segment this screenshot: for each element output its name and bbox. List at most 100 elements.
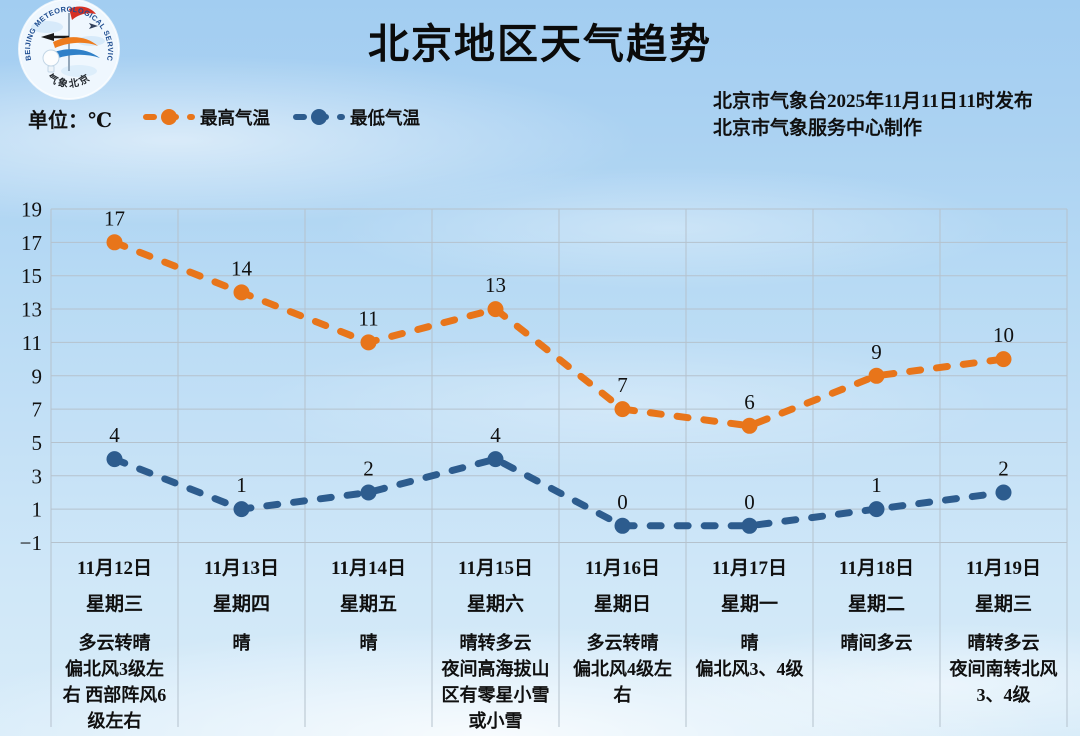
min-temp-data-point xyxy=(106,451,123,468)
y-axis-tick-label: 7 xyxy=(32,398,43,422)
weather-text-line: 晴转多云 xyxy=(967,633,1040,653)
weather-text-line: 3、4级 xyxy=(976,685,1031,705)
weather-text-line: 偏北风4级左 xyxy=(573,659,672,679)
weather-text-line: 级左右 xyxy=(87,711,142,731)
page-title: 北京地区天气趋势 xyxy=(368,21,712,67)
date-label: 11月19日 xyxy=(966,558,1041,579)
max-temp-value-label: 13 xyxy=(485,273,506,297)
weather-description: 多云转晴 偏北风3级左右 西部阵风6 级左右 xyxy=(51,630,178,734)
date-label: 11月16日 xyxy=(585,558,660,579)
day-column: 11月12日 星期三 多云转晴 偏北风3级左右 西部阵风6 级左右 xyxy=(51,550,178,734)
min-temp-data-point xyxy=(233,501,250,518)
weather-text-line: 晴 xyxy=(232,633,251,653)
day-column: 11月18日 星期二 晴间多云 xyxy=(813,550,940,656)
day-column: 11月14日 星期五晴 xyxy=(305,550,432,656)
weather-text-line: 区有零星小雪 xyxy=(441,685,550,705)
y-axis-tick-label: −1 xyxy=(20,531,42,555)
date-label: 11月13日 xyxy=(204,558,279,579)
max-temp-value-label: 6 xyxy=(744,390,755,414)
weekday-label: 星期一 xyxy=(720,594,778,615)
issue-info: 北京市气象台2025年11月11日11时发布 北京市气象服务中心制作 xyxy=(713,88,1033,142)
weather-description: 晴间多云 xyxy=(813,630,940,656)
min-temp-value-label: 1 xyxy=(871,473,882,497)
issue-line-2: 北京市气象服务中心制作 xyxy=(713,118,923,139)
unit-label: 单位：℃ xyxy=(28,110,112,132)
day-column: 11月19日 星期三晴转多云夜间南转北风 3、4级 xyxy=(940,550,1067,708)
date-label: 11月17日 xyxy=(712,558,787,579)
min-temp-data-point xyxy=(868,501,885,518)
max-temp-line-marker-icon xyxy=(143,109,195,125)
min-temp-data-point xyxy=(614,517,631,534)
y-axis-tick-label: 3 xyxy=(32,464,43,488)
max-temp-value-label: 17 xyxy=(104,206,125,230)
max-temp-data-point xyxy=(995,351,1012,368)
weather-text-line: 多云转晴 xyxy=(586,633,659,653)
max-temp-value-label: 11 xyxy=(358,306,378,330)
weather-description: 晴转多云夜间高海拔山 区有零星小雪 或小雪 xyxy=(432,630,559,734)
y-axis-tick-label: 11 xyxy=(22,331,42,355)
y-axis-tick-label: 1 xyxy=(32,498,43,522)
legend-item-max-temp: 最高气温 xyxy=(143,104,270,130)
weekday-label: 星期四 xyxy=(212,594,270,615)
weather-text-line: 晴 xyxy=(740,633,759,653)
max-temp-value-label: 14 xyxy=(231,256,253,280)
max-temp-data-point xyxy=(614,401,631,418)
weather-text-line: 夜间南转北风 xyxy=(949,659,1058,679)
y-axis-tick-label: 19 xyxy=(21,198,42,222)
weekday-label: 星期日 xyxy=(593,594,651,615)
min-temp-value-label: 2 xyxy=(363,457,374,481)
max-temp-data-point xyxy=(741,417,758,434)
plane-icon xyxy=(89,23,98,29)
min-temp-value-label: 0 xyxy=(617,490,628,514)
legend-item-min-temp: 最低气温 xyxy=(293,104,420,130)
weather-text-line: 或小雪 xyxy=(468,711,523,731)
day-forecast-table: 11月12日 星期三 多云转晴 偏北风3级左右 西部阵风6 级左右 11月13日 星期四晴 1… xyxy=(0,550,1080,736)
max-temp-data-point xyxy=(360,334,377,351)
min-temp-value-label: 0 xyxy=(744,490,755,514)
weather-description: 晴 xyxy=(178,630,305,656)
date-label: 11月12日 xyxy=(77,558,152,579)
date-label: 11月18日 xyxy=(839,558,914,579)
y-axis-tick-label: 17 xyxy=(21,231,42,255)
max-temp-data-point xyxy=(868,367,885,384)
y-axis-tick-label: 9 xyxy=(32,364,43,388)
weather-text-line: 多云转晴 xyxy=(78,633,151,653)
weather-description: 晴 xyxy=(305,630,432,656)
y-axis-tick-label: 5 xyxy=(32,431,43,455)
weather-description: 晴转多云夜间南转北风 3、4级 xyxy=(940,630,1067,708)
day-column: 11月17日 星期一晴偏北风3、4级 xyxy=(686,550,813,682)
max-temp-data-point xyxy=(233,284,250,301)
legend-label-min-temp: 最低气温 xyxy=(350,107,420,128)
weather-text-line: 右 xyxy=(613,685,632,705)
wind-vane-arrow-icon xyxy=(41,33,54,41)
weather-text-line: 偏北风3级左 xyxy=(65,659,164,679)
date-label: 11月14日 xyxy=(331,558,406,579)
max-temp-data-point xyxy=(487,301,504,318)
logo-cloud xyxy=(31,21,63,33)
weather-text-line: 夜间高海拔山 xyxy=(441,659,550,679)
day-column: 11月15日 星期六晴转多云夜间高海拔山 区有零星小雪 或小雪 xyxy=(432,550,559,734)
beijing-meteorological-service-logo: BEIJING METEOROLOGICAL SERVICE 气象北京 xyxy=(17,0,120,100)
date-label: 11月15日 xyxy=(458,558,533,579)
weekday-label: 星期六 xyxy=(466,594,524,615)
weather-text-line: 晴转多云 xyxy=(459,633,532,653)
weather-text-line: 晴 xyxy=(359,633,378,653)
min-temp-value-label: 4 xyxy=(490,423,501,447)
weekday-label: 星期五 xyxy=(339,594,397,615)
y-axis-tick-label: 13 xyxy=(21,298,42,322)
legend-label-max-temp: 最高气温 xyxy=(200,107,270,128)
min-temp-data-point xyxy=(360,484,377,501)
logo-blue-swoosh xyxy=(49,49,100,60)
weekday-label: 星期三 xyxy=(974,594,1032,615)
min-temp-value-label: 1 xyxy=(236,473,247,497)
min-temp-data-point xyxy=(741,517,758,534)
min-temp-data-point xyxy=(995,484,1012,501)
logo-red-flag-swoosh xyxy=(69,6,96,20)
weekday-label: 星期三 xyxy=(85,594,143,615)
min-temp-data-point xyxy=(487,451,504,468)
max-temp-data-point xyxy=(106,234,123,251)
day-column: 11月13日 星期四晴 xyxy=(178,550,305,656)
min-temp-value-label: 2 xyxy=(998,457,1009,481)
min-temp-value-label: 4 xyxy=(109,423,120,447)
